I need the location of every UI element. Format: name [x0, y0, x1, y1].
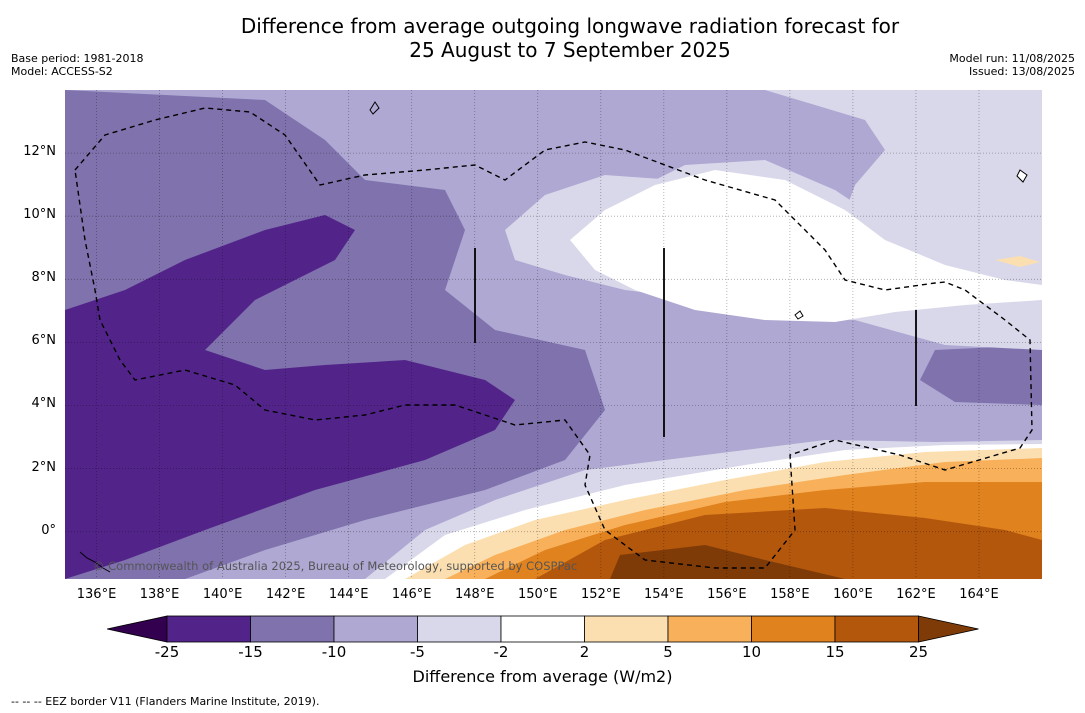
colorbar-segment	[751, 615, 836, 643]
y-tick-label: 0°	[41, 522, 56, 538]
colorbar-svg	[106, 615, 979, 643]
meta-right: Model run: 11/08/2025 Issued: 13/08/2025	[949, 52, 1075, 78]
x-tick-label: 136°E	[76, 587, 117, 602]
colorbar-tick: 15	[825, 643, 845, 661]
x-tick-label: 140°E	[202, 587, 243, 602]
title-line-2: 25 August to 7 September 2025	[409, 38, 731, 62]
title-line-1: Difference from average outgoing longwav…	[240, 14, 900, 38]
map-svg: © Commonwealth of Australia 2025, Bureau…	[65, 90, 1042, 579]
colorbar-extend-max	[918, 615, 979, 643]
meta-left: Base period: 1981-2018 Model: ACCESS-S2	[11, 52, 143, 78]
x-tick-label: 144°E	[328, 587, 369, 602]
x-tick-label: 152°E	[581, 587, 621, 602]
x-tick-label: 142°E	[265, 587, 306, 602]
x-tick-label: 164°E	[959, 587, 999, 602]
base-period-label: Base period: 1981-2018	[11, 52, 144, 65]
colorbar-tick: -25	[154, 643, 180, 661]
colorbar-segment	[834, 615, 919, 643]
model-run-label: Model run: 11/08/2025	[949, 52, 1075, 65]
copyright-watermark: © Commonwealth of Australia 2025, Bureau…	[93, 559, 577, 573]
forecast-map: © Commonwealth of Australia 2025, Bureau…	[65, 90, 1042, 579]
colorbar-segment	[417, 615, 502, 643]
colorbar-tick: 25	[908, 643, 929, 661]
map-gridlines	[65, 90, 1042, 579]
colorbar	[106, 612, 979, 648]
island-outline-north	[369, 101, 380, 115]
colorbar-segment	[250, 615, 335, 643]
x-tick-label: 158°E	[770, 587, 810, 602]
x-tick-label: 154°E	[644, 587, 684, 602]
contour-minus10-east	[920, 345, 1042, 405]
issued-label: Issued: 13/08/2025	[968, 65, 1075, 78]
colorbar-tick: -15	[238, 643, 263, 661]
eez-border	[74, 107, 1033, 569]
x-tick-label: 160°E	[833, 587, 873, 602]
x-tick-label: 138°E	[139, 587, 180, 602]
y-tick-label: 10°N	[23, 207, 56, 223]
colorbar-segment	[333, 615, 418, 643]
contour-minus15-core	[65, 215, 515, 579]
colorbar-extend-min	[106, 615, 168, 643]
x-tick-label: 156°E	[707, 587, 747, 602]
colorbar-segment	[166, 615, 251, 643]
y-tick-label: 6°N	[31, 333, 57, 349]
colorbar-label: Difference from average (W/m2)	[412, 667, 673, 686]
island-outline-southwest	[79, 551, 111, 573]
x-tick-label: 148°E	[454, 587, 495, 602]
colorbar-tick: 2	[579, 643, 590, 661]
x-tick-label: 150°E	[517, 587, 558, 602]
contour-plus25-core	[610, 545, 845, 579]
x-tick-label: 162°E	[896, 587, 936, 602]
x-tick-label: 146°E	[391, 587, 432, 602]
model-label: Model: ACCESS-S2	[11, 65, 113, 78]
contour-plus2-island-patch	[995, 256, 1040, 267]
colorbar-segment	[500, 615, 585, 643]
colorbar-segment	[584, 615, 669, 643]
y-tick-label: 2°N	[31, 459, 57, 475]
colorbar-tick: -5	[410, 643, 425, 661]
colorbar-tick: -2	[493, 643, 509, 661]
colorbar-tick: 10	[741, 643, 762, 661]
island-outline-northeast	[1016, 169, 1028, 183]
colorbar-tick: -10	[321, 643, 347, 661]
chart-title: Difference from average outgoing longwav…	[0, 14, 1085, 62]
y-tick-label: 12°N	[23, 144, 56, 160]
y-tick-label: 4°N	[31, 396, 57, 412]
colorbar-tick: 5	[663, 643, 673, 661]
y-tick-label: 8°N	[31, 270, 57, 286]
island-outline-east	[794, 310, 804, 320]
colorbar-segment	[667, 615, 752, 643]
eez-footnote: -- -- -- EEZ border V11 (Flanders Marine…	[11, 695, 320, 708]
